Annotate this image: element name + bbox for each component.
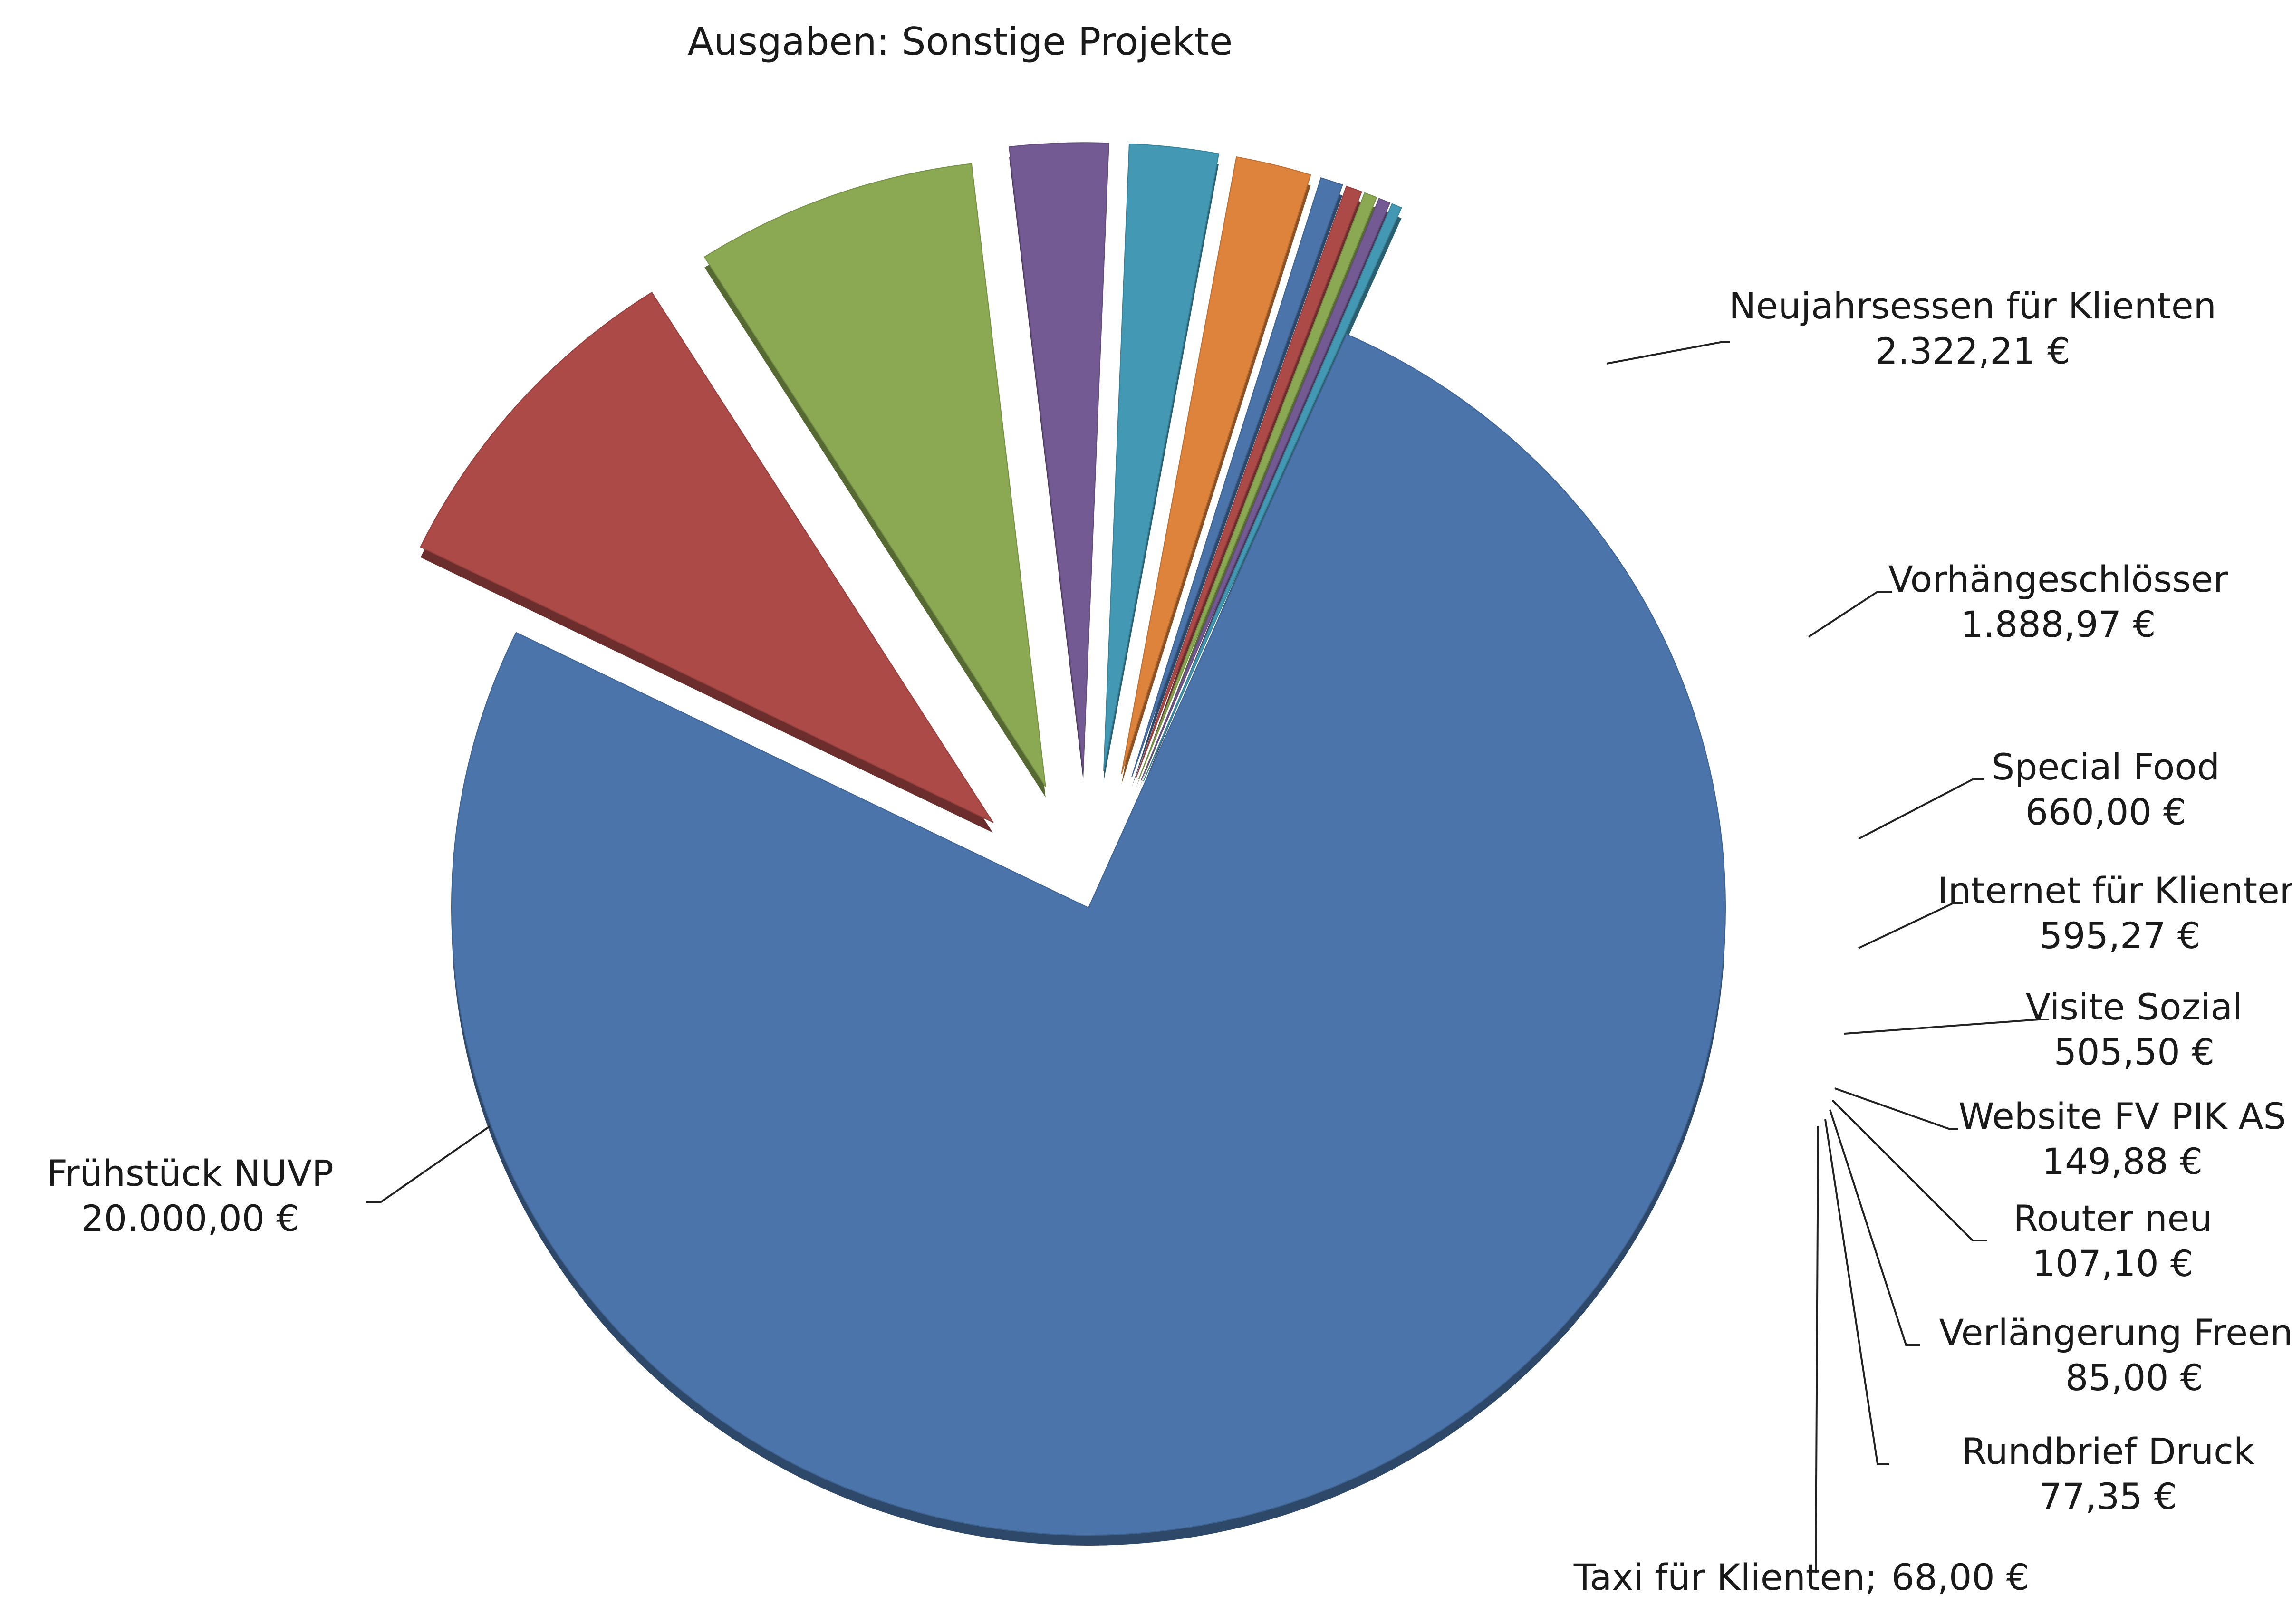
data-label-name: Internet für Klienten xyxy=(1937,869,2292,912)
leader-line-fruehstueck-nuvp xyxy=(366,1125,491,1203)
pie-slice-rundbrief-druck xyxy=(1140,198,1391,781)
data-label-separator: ; xyxy=(1865,1556,1878,1598)
data-label-neujahrsessen-fuer-klienten: Neujahrsessen für Klienten 2.322,21 € xyxy=(1729,285,2216,372)
pie-slice-fruehstueck-nuvp xyxy=(451,333,1726,1536)
pie-slice-visite-sozial xyxy=(1121,156,1311,774)
pie-slice-neujahrsessen-fuer-klienten xyxy=(420,291,994,824)
slice-labels: Frühstück NUVP 20.000,00 € Neujahrsessen f… xyxy=(47,285,2292,1598)
pie-slice-internet-fuer-klienten xyxy=(1103,143,1220,771)
pie-slice-router-neu xyxy=(1135,185,1363,778)
leader-line-internet-fuer-klienten xyxy=(1858,902,1963,949)
data-label-verlaengerung-freenet: Verlängerung Freenet 85,00 € xyxy=(1939,1311,2292,1399)
data-label-visite-sozial: Visite Sozial 505,50 € xyxy=(2026,986,2243,1073)
pie-slice-verlaengerung-freenet xyxy=(1138,192,1377,780)
leader-line-rundbrief-druck xyxy=(1824,1119,1889,1465)
data-label-value: 505,50 € xyxy=(2054,1031,2215,1073)
leader-lines xyxy=(366,341,2049,1574)
data-label-internet-fuer-klienten: Internet für Klienten 595,27 € xyxy=(1937,869,2292,957)
data-label-vorhaengeschloesser: Vorhängeschlösser 1.888,97 € xyxy=(1888,558,2229,645)
data-label-value: 85,00 € xyxy=(2065,1356,2203,1399)
data-label-name: Vorhängeschlösser xyxy=(1888,558,2229,600)
data-label-rundbrief-druck: Rundbrief Druck 77,35 € xyxy=(1962,1430,2254,1518)
data-label-value: 1.888,97 € xyxy=(1961,603,2156,645)
pie-slice-depth-website-fv-pik-as xyxy=(1132,188,1343,788)
leader-line-vorhaengeschloesser xyxy=(1808,591,1892,638)
data-label-special-food: Special Food 660,00 € xyxy=(1992,746,2220,833)
data-label-value: 595,27 € xyxy=(2040,914,2200,957)
leader-line-visite-sozial xyxy=(1844,1019,2049,1035)
data-label-value: 660,00 € xyxy=(2025,791,2186,833)
data-label-name: Rundbrief Druck xyxy=(1962,1430,2254,1472)
data-label-name: Visite Sozial xyxy=(2026,986,2243,1028)
data-label-name: Frühstück NUVP xyxy=(47,1152,334,1194)
chart-title: Ausgaben: Sonstige Projekte xyxy=(688,19,1233,64)
pie-slice-vorhaengeschloesser xyxy=(703,163,1046,788)
leader-line-website-fv-pik-as xyxy=(1834,1087,1958,1130)
data-label-fruehstueck-nuvp: Frühstück NUVP 20.000,00 € xyxy=(47,1152,334,1240)
leader-line-router-neu xyxy=(1831,1099,1987,1241)
data-label-name: Taxi für Klienten xyxy=(1573,1556,1865,1598)
data-label-name: Verlängerung Freenet xyxy=(1939,1311,2292,1354)
data-label-name: Neujahrsessen für Klienten xyxy=(1729,285,2216,327)
data-label-value: 20.000,00 € xyxy=(81,1197,299,1240)
leader-line-verlaengerung-freenet xyxy=(1829,1109,1920,1346)
data-label-router-neu: Router neu 107,10 € xyxy=(2013,1197,2212,1285)
leader-line-neujahrsessen-fuer-klienten xyxy=(1606,341,1730,365)
pie-slice-taxi-fuer-klienten xyxy=(1143,203,1402,782)
data-label-value: 77,35 € xyxy=(2039,1475,2177,1518)
data-label-value: 2.322,21 € xyxy=(1875,330,2071,372)
pie-slice-website-fv-pik-as xyxy=(1131,177,1343,777)
leader-line-special-food xyxy=(1858,778,1984,840)
data-label-value: 149,88 € xyxy=(2042,1140,2203,1182)
data-label-website-fv-pik-as: Website FV PIK AS 149,88 € xyxy=(1958,1095,2286,1182)
data-label-value: 68,00 € xyxy=(1891,1556,2029,1598)
data-label-taxi-fuer-klienten: Taxi für Klienten; 68,00 € xyxy=(1573,1556,2029,1598)
pie-slices xyxy=(420,142,1726,1536)
data-label-name: Special Food xyxy=(1992,746,2220,788)
data-label-value: 107,10 € xyxy=(2032,1242,2193,1285)
data-label-name: Router neu xyxy=(2013,1197,2212,1240)
data-label-name: Website FV PIK AS xyxy=(1958,1095,2286,1137)
pie-slice-special-food xyxy=(1008,142,1109,770)
leader-line-taxi-fuer-klienten xyxy=(1815,1126,1819,1574)
